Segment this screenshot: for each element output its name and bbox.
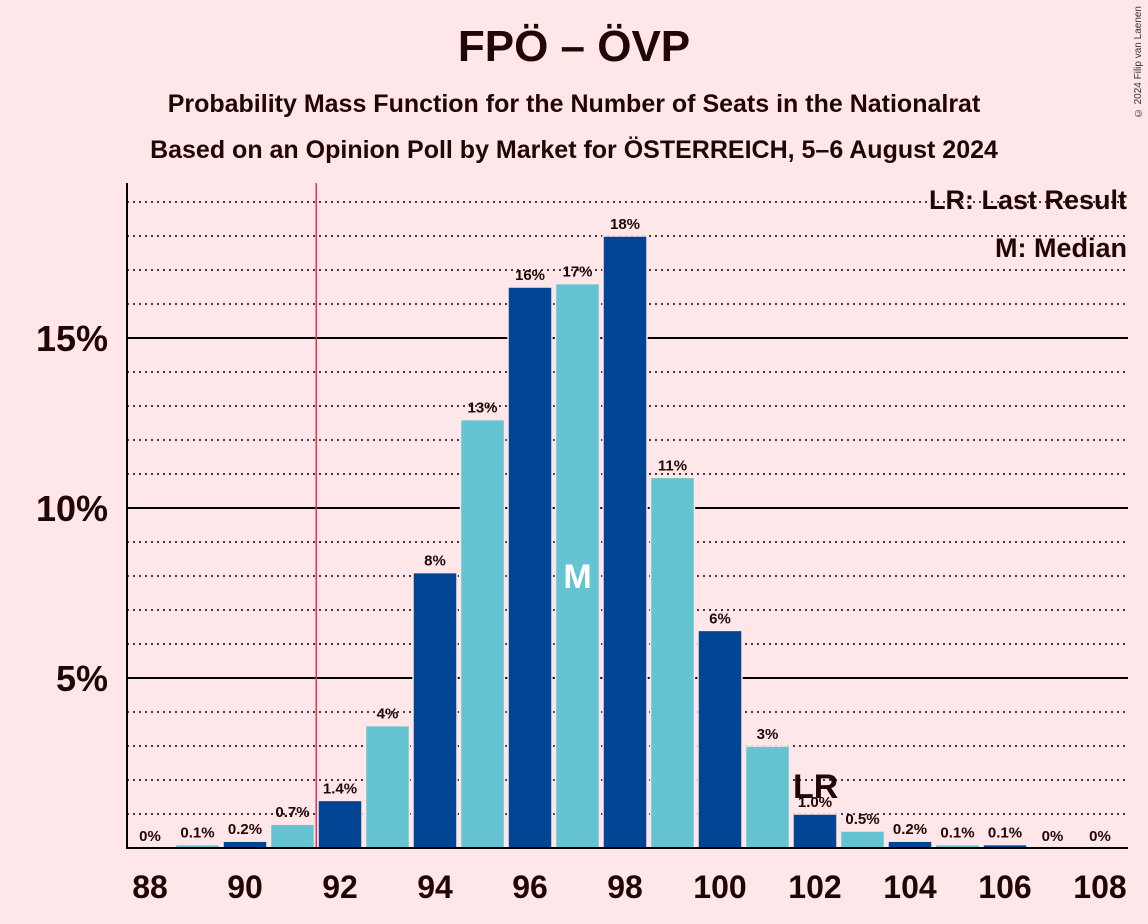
- x-tick-label: 104: [883, 869, 937, 905]
- bar-seat-90: [222, 840, 268, 849]
- chart-subtitle: Probability Mass Function for the Number…: [167, 90, 981, 118]
- x-tick-label: 96: [512, 869, 548, 905]
- bar-value-label: 3%: [757, 726, 779, 743]
- bar-seat-91: [269, 823, 316, 849]
- bar-value-label: 0.5%: [845, 811, 879, 828]
- median-marker: M: [563, 558, 591, 596]
- bar-value-label: 0.7%: [275, 804, 309, 821]
- bar-value-label: 17%: [562, 264, 592, 281]
- bar-value-label: 8%: [424, 553, 446, 570]
- chart-title: FPÖ – ÖVP: [457, 22, 691, 71]
- x-tick-label: 102: [788, 869, 841, 905]
- x-tick-label: 106: [978, 869, 1031, 905]
- bar-seat-96: [507, 286, 553, 849]
- x-tick-label: 88: [132, 869, 168, 905]
- bar-value-label: 4%: [377, 706, 399, 723]
- bar-value-label: 0.1%: [180, 825, 214, 842]
- legend-last-result: LR: Last Result: [929, 185, 1127, 215]
- bar-value-label: 16%: [515, 267, 545, 284]
- bar-seat-94: [412, 571, 458, 849]
- x-tick-label: 108: [1073, 869, 1126, 905]
- bar-seat-92: [317, 799, 363, 849]
- bar-seat-93: [364, 724, 411, 849]
- bar-value-label: 0.2%: [893, 821, 927, 838]
- last-result-marker: LR: [793, 768, 838, 806]
- bar-seat-102: [792, 813, 838, 849]
- bar-value-label: 0.1%: [940, 825, 974, 842]
- x-tick-label: 100: [693, 869, 746, 905]
- chart-source: Based on an Opinion Poll by Market for Ö…: [150, 136, 998, 164]
- legend-median: M: Median: [995, 233, 1127, 263]
- bar-seat-99: [649, 476, 696, 849]
- bar-value-label: 11%: [658, 457, 687, 474]
- bar-seat-100: [697, 629, 743, 849]
- bar-seat-101: [744, 745, 791, 849]
- x-tick-label: 92: [322, 869, 358, 905]
- bar-seat-103: [839, 830, 886, 849]
- x-tick-label: 98: [607, 869, 643, 905]
- bar-seat-97: [554, 282, 601, 849]
- x-tick-label: 94: [417, 869, 453, 905]
- bar-seat-104: [887, 840, 933, 849]
- bar-value-label: 18%: [610, 216, 640, 233]
- y-tick-label: 10%: [36, 488, 108, 529]
- bar-value-label: 1.4%: [323, 780, 357, 797]
- bar-value-label: 0.1%: [988, 825, 1022, 842]
- bar-seat-98: [602, 235, 648, 849]
- bar-value-label: 6%: [709, 610, 731, 627]
- bar-value-label: 13%: [467, 400, 497, 417]
- y-tick-label: 5%: [56, 658, 108, 699]
- y-tick-label: 15%: [36, 318, 108, 359]
- bar-value-label: 0%: [1042, 828, 1064, 845]
- bar-value-label: 1.0%: [798, 794, 832, 811]
- bar-value-label: 0.2%: [228, 821, 262, 838]
- bar-seat-95: [459, 418, 506, 849]
- x-tick-label: 90: [227, 869, 263, 905]
- bar-value-label: 0%: [1089, 828, 1111, 845]
- bar-value-label: 0%: [139, 828, 161, 845]
